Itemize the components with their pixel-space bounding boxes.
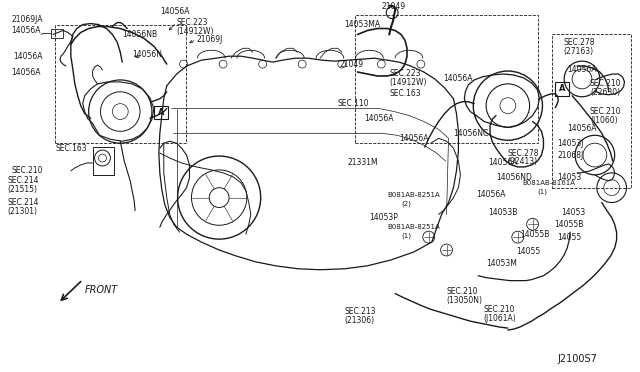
Text: SEC.210: SEC.210 xyxy=(590,107,621,116)
Text: 21069J: 21069J xyxy=(196,35,223,44)
Text: SEC.223: SEC.223 xyxy=(177,18,208,27)
Bar xyxy=(355,15,538,143)
Text: (1): (1) xyxy=(538,188,547,195)
Text: B081AB-8161A: B081AB-8161A xyxy=(523,180,576,186)
Text: (21306): (21306) xyxy=(345,316,375,325)
Text: SEC.214: SEC.214 xyxy=(8,198,39,207)
Text: (2): (2) xyxy=(401,200,411,207)
Text: (J1060): (J1060) xyxy=(590,116,618,125)
Text: 14056A: 14056A xyxy=(160,7,189,16)
Text: (1): (1) xyxy=(401,233,411,240)
Bar xyxy=(552,35,632,188)
Text: B081AB-8251A: B081AB-8251A xyxy=(387,192,440,198)
Text: 21069JA: 21069JA xyxy=(12,15,43,24)
Text: FRONT: FRONT xyxy=(84,285,118,295)
Text: SEC.163: SEC.163 xyxy=(389,89,421,98)
Text: SEC.110: SEC.110 xyxy=(338,99,369,108)
Text: SEC.210: SEC.210 xyxy=(12,166,43,175)
Text: (14912W): (14912W) xyxy=(389,78,427,87)
Bar xyxy=(154,106,168,119)
Text: (22630): (22630) xyxy=(590,88,620,97)
Text: 14055: 14055 xyxy=(557,232,582,242)
Bar xyxy=(51,29,63,38)
Text: SEC.223: SEC.223 xyxy=(389,70,420,78)
Text: SEC.210: SEC.210 xyxy=(483,305,515,314)
Bar xyxy=(556,82,569,96)
Text: 14056A: 14056A xyxy=(488,158,518,167)
Text: 14056A: 14056A xyxy=(444,74,473,83)
Text: 21068J: 21068J xyxy=(557,151,584,160)
Text: 14056A: 14056A xyxy=(567,65,596,74)
Text: 14056A: 14056A xyxy=(476,190,506,199)
Text: (27163): (27163) xyxy=(563,47,593,56)
Text: 14053MA: 14053MA xyxy=(344,20,380,29)
Text: A: A xyxy=(157,108,164,117)
Text: 14053J: 14053J xyxy=(557,139,584,148)
Text: B081AB-8251A: B081AB-8251A xyxy=(387,224,440,230)
Text: (14912W): (14912W) xyxy=(177,27,214,36)
Text: SEC.210: SEC.210 xyxy=(590,79,621,89)
Text: 21049: 21049 xyxy=(340,60,364,68)
Text: 14056A: 14056A xyxy=(12,68,41,77)
Text: 21049: 21049 xyxy=(381,2,405,11)
Text: 14056NB: 14056NB xyxy=(122,30,157,39)
Text: (13050N): (13050N) xyxy=(447,296,483,305)
Text: (21515): (21515) xyxy=(8,185,38,194)
Text: 14053B: 14053B xyxy=(488,208,518,217)
Text: 14055B: 14055B xyxy=(554,220,584,229)
Text: 14056A: 14056A xyxy=(12,26,41,35)
Bar xyxy=(55,25,186,143)
Text: 14053M: 14053M xyxy=(486,259,517,268)
Text: 14056A: 14056A xyxy=(13,52,43,61)
Text: J2100S7: J2100S7 xyxy=(557,354,597,364)
Text: SEC.278: SEC.278 xyxy=(563,38,595,47)
Text: (92413): (92413) xyxy=(508,157,538,167)
Bar xyxy=(93,147,115,175)
Text: 14055B: 14055B xyxy=(520,230,549,239)
Text: SEC.213: SEC.213 xyxy=(345,307,376,316)
Text: SEC.163: SEC.163 xyxy=(55,144,86,153)
Text: SEC.278: SEC.278 xyxy=(508,148,540,158)
Text: (J1061A): (J1061A) xyxy=(483,314,516,323)
Text: 14056N: 14056N xyxy=(132,50,162,59)
Text: 14055: 14055 xyxy=(516,247,540,256)
Text: 14056A: 14056A xyxy=(365,114,394,123)
Text: 14056A: 14056A xyxy=(567,124,596,133)
Text: (21301): (21301) xyxy=(8,207,38,216)
Text: 14056NC: 14056NC xyxy=(454,129,489,138)
Text: SEC.214: SEC.214 xyxy=(8,176,39,185)
Text: 21331M: 21331M xyxy=(348,158,378,167)
Text: 14056A: 14056A xyxy=(399,134,429,143)
Text: 14053: 14053 xyxy=(557,173,582,182)
Text: 14053P: 14053P xyxy=(369,213,398,222)
Text: 14056ND: 14056ND xyxy=(496,173,532,182)
Text: SEC.210: SEC.210 xyxy=(447,287,478,296)
Text: A: A xyxy=(559,84,566,93)
Text: 14053: 14053 xyxy=(561,208,586,217)
